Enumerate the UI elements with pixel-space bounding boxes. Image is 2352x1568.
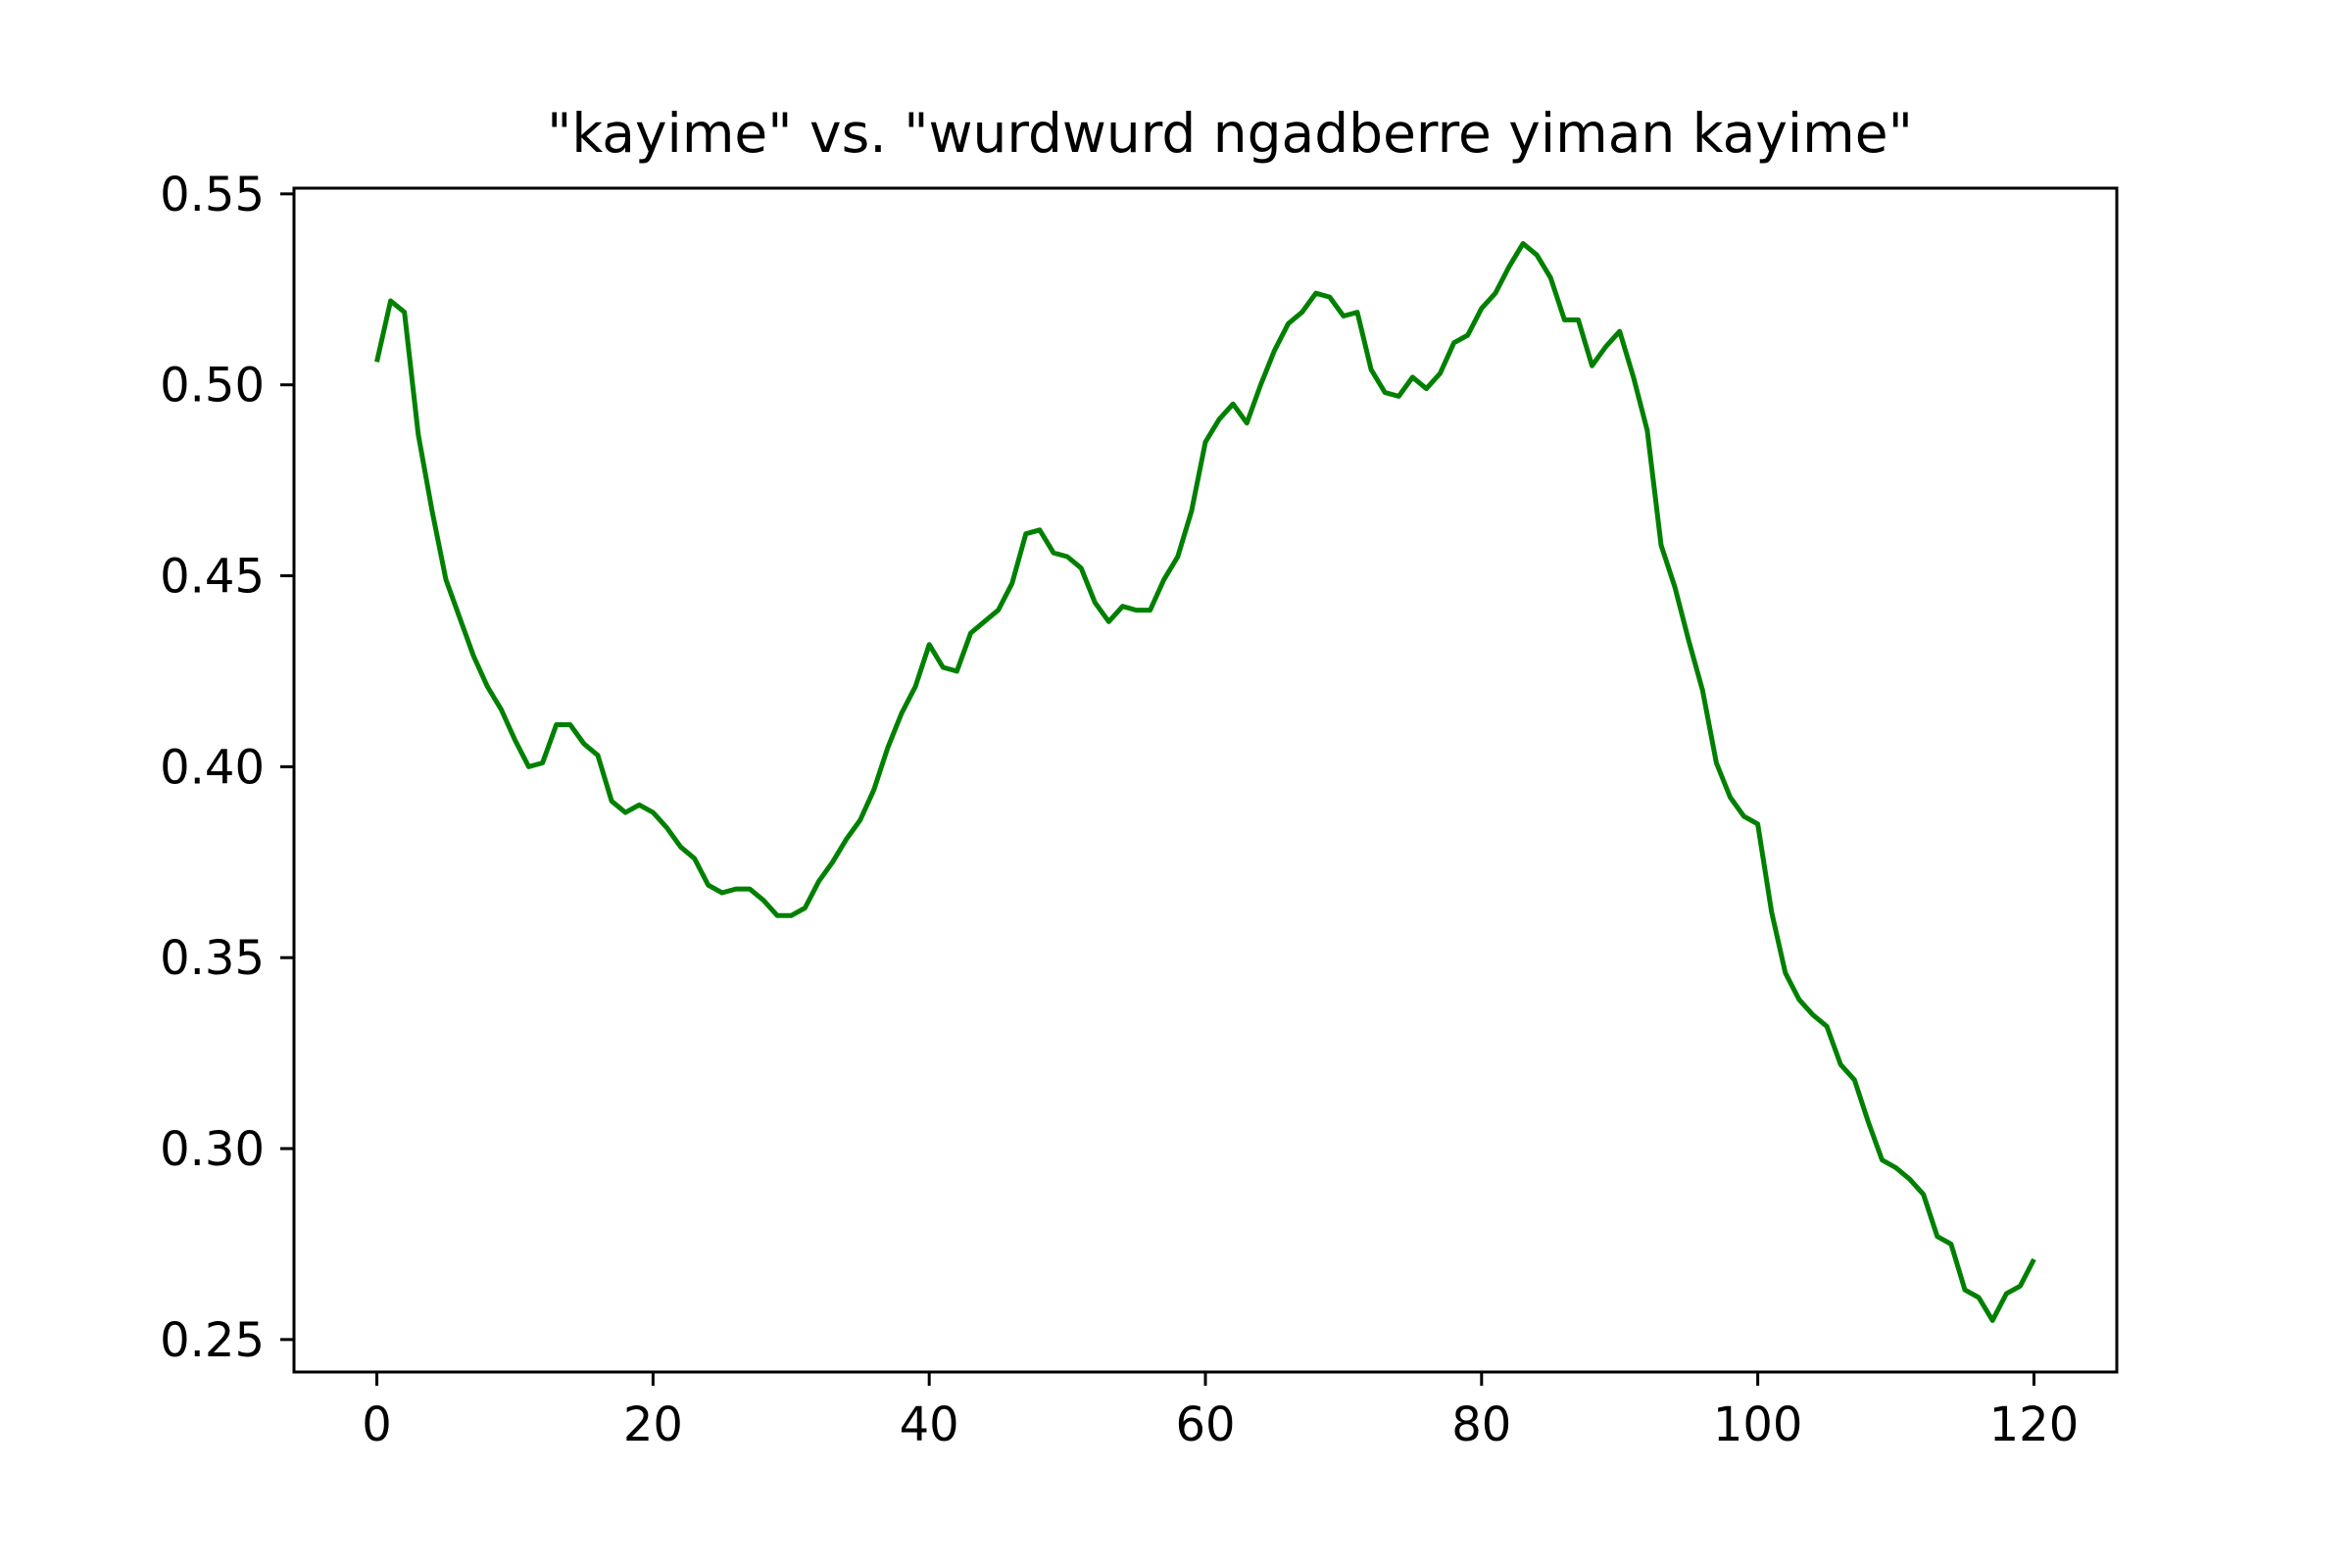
y-tick-label: 0.45: [160, 550, 265, 605]
x-tick-label: 40: [900, 1397, 959, 1452]
x-tick-label: 100: [1713, 1397, 1803, 1452]
x-tick-label: 80: [1451, 1397, 1511, 1452]
x-tick-label: 20: [623, 1397, 683, 1452]
y-tick-label: 0.25: [160, 1313, 265, 1368]
y-tick-label: 0.35: [160, 931, 265, 986]
y-tick-label: 0.30: [160, 1122, 265, 1177]
y-tick-label: 0.55: [160, 168, 265, 222]
x-tick-label: 60: [1175, 1397, 1235, 1452]
y-tick-label: 0.40: [160, 740, 265, 795]
x-tick-label: 120: [1989, 1397, 2080, 1452]
series-line-0: [374, 241, 2036, 1323]
chart-title: "kayime" vs. "wurdwurd ngadberre yiman k…: [547, 102, 1913, 165]
x-axis: 0 20 40 60 80 100 120: [362, 1372, 2079, 1452]
axes-frame: [292, 186, 2119, 1374]
x-tick-label: 0: [362, 1397, 392, 1452]
y-tick-label: 0.50: [160, 359, 265, 414]
y-axis: 0.25 0.30 0.35 0.40 0.45 0.50 0.55: [160, 168, 294, 1368]
plot-area: [374, 241, 2036, 1323]
